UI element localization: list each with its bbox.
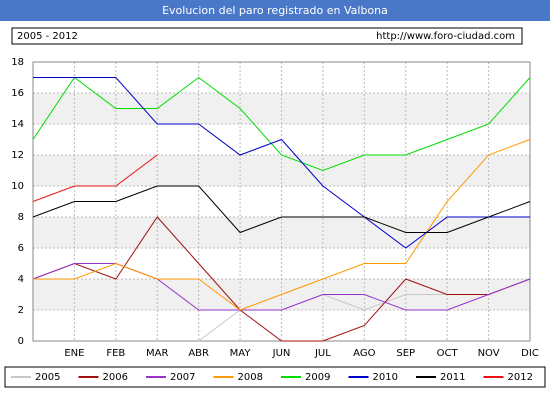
chart-title: Evolucion del paro registrado en Valbona	[162, 4, 388, 17]
title-bar	[0, 0, 550, 21]
x-tick-label: SEP	[396, 348, 415, 359]
x-tick-label: OCT	[437, 348, 459, 359]
series-line	[33, 139, 531, 311]
y-tick-label: 4	[18, 274, 24, 285]
y-tick-label: 14	[11, 119, 24, 130]
x-tick-label: JUL	[314, 348, 331, 359]
x-tick-label: FEB	[106, 348, 125, 359]
y-tick-label: 0	[18, 336, 24, 347]
legend-label: 2012	[508, 372, 533, 383]
x-tick-label: AGO	[353, 348, 375, 359]
x-tick-label: NOV	[478, 348, 500, 359]
y-tick-label: 2	[18, 305, 24, 316]
legend-label: 2010	[373, 372, 398, 383]
series-line	[33, 77, 530, 249]
legend-box	[4, 366, 546, 388]
x-tick-label: ENE	[64, 348, 84, 359]
y-tick-label: 8	[18, 212, 24, 223]
y-tick-label: 16	[11, 88, 24, 99]
x-tick-label: DIC	[521, 348, 539, 359]
legend-label: 2009	[305, 372, 330, 383]
source: http://www.foro-ciudad.com	[376, 31, 515, 42]
series-line	[32, 216, 531, 342]
legend-label: 2005	[35, 372, 60, 383]
series-line	[32, 185, 531, 234]
legend-label: 2008	[238, 372, 263, 383]
subtitle: 2005 - 2012	[17, 31, 78, 42]
x-tick-label: JUN	[272, 348, 291, 359]
legend-label: 2007	[170, 372, 195, 383]
x-tick-label: ABR	[188, 348, 209, 359]
series-line	[32, 76, 531, 172]
x-tick-label: MAY	[230, 348, 252, 359]
y-tick-label: 12	[11, 150, 24, 161]
series-line	[32, 154, 158, 202]
y-tick-label: 18	[11, 57, 24, 68]
legend-label: 2006	[103, 372, 128, 383]
subtitle-box	[11, 27, 523, 45]
x-tick-label: MAR	[146, 348, 168, 359]
legend-label: 2011	[440, 372, 465, 383]
y-tick-label: 6	[18, 243, 24, 254]
y-tick-label: 10	[11, 181, 24, 192]
